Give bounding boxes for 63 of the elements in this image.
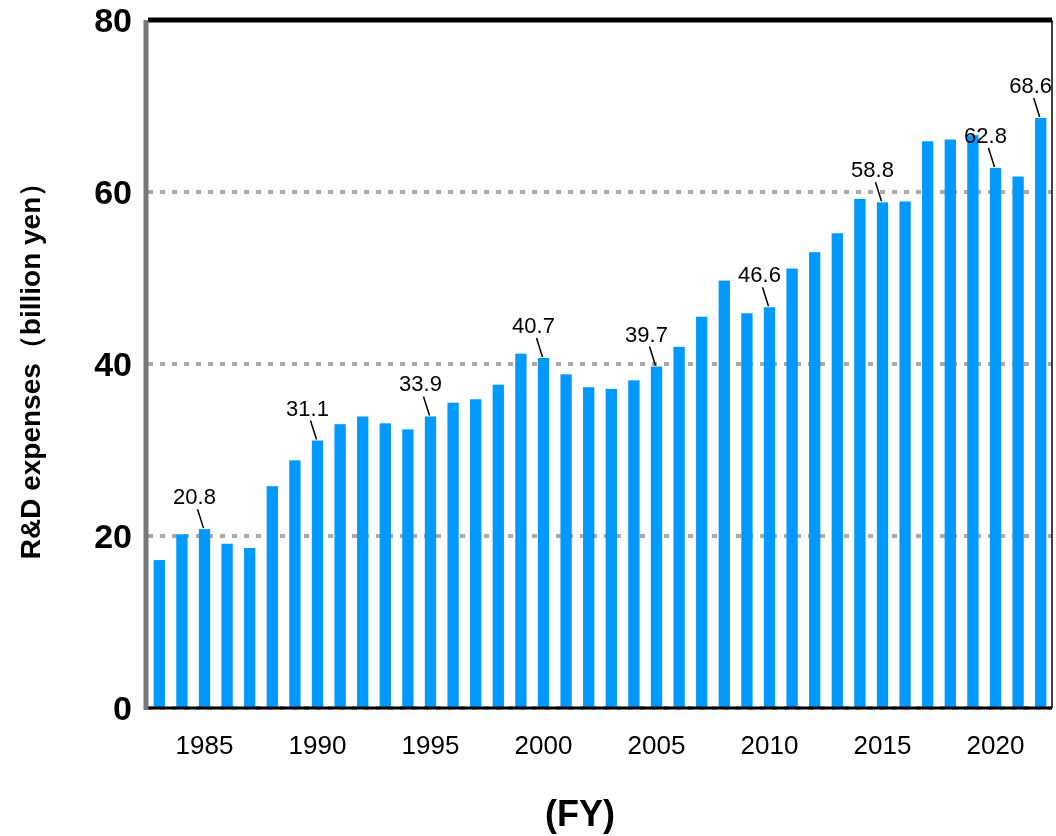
bar: [809, 252, 821, 708]
y-tick-label: 0: [113, 688, 132, 727]
bar: [628, 380, 640, 708]
bar: [583, 387, 595, 708]
bar: [289, 460, 301, 708]
bar: [447, 402, 459, 708]
data-label: 68.6: [1009, 73, 1053, 99]
bar: [989, 167, 1002, 708]
bar: [1012, 176, 1024, 708]
data-label: 33.9: [399, 371, 442, 397]
bar: [515, 353, 527, 708]
data-label: 31.1: [286, 395, 329, 421]
x-tick-label: 2020: [966, 730, 1025, 760]
bar: [424, 416, 437, 708]
bar: [176, 534, 188, 708]
bar: [696, 316, 708, 708]
y-tick-label: 60: [94, 172, 132, 211]
y-tick-label: 80: [94, 0, 132, 39]
bar: [718, 280, 730, 708]
data-label: 46.6: [738, 262, 781, 288]
bar: [402, 429, 414, 708]
bar: [899, 201, 911, 708]
bar: [221, 543, 233, 708]
y-axis-title: R&D expenses（billion yen）: [15, 168, 46, 560]
x-tick-label: 1995: [401, 730, 460, 760]
bar: [560, 374, 572, 708]
bar: [334, 424, 346, 708]
bar: [266, 486, 278, 708]
bar: [492, 384, 504, 708]
data-label: 58.8: [851, 157, 894, 183]
x-tick-label: 2000: [514, 730, 573, 760]
bar: [763, 307, 776, 708]
x-tick-label: 1985: [175, 730, 234, 760]
bar: [854, 198, 866, 708]
x-tick-label: 2010: [740, 730, 799, 760]
bar: [831, 233, 843, 708]
bar: [786, 268, 798, 708]
bar: [1035, 118, 1047, 708]
x-tick-label: 2015: [853, 730, 912, 760]
bar: [244, 548, 256, 708]
bar: [470, 399, 482, 708]
x-tick-label: 2005: [627, 730, 686, 760]
bar: [650, 366, 663, 708]
bar: [379, 423, 391, 708]
x-tick-label: 1990: [288, 730, 347, 760]
bar: [153, 560, 165, 708]
y-tick-label: 40: [94, 344, 132, 383]
bar: [741, 313, 753, 708]
data-label: 39.7: [625, 321, 668, 347]
data-label: 62.8: [964, 122, 1007, 148]
bar: [605, 388, 617, 708]
x-axis-title: (FY): [545, 793, 615, 834]
bar: [876, 202, 889, 708]
bar: [537, 357, 550, 708]
data-label: 20.8: [173, 484, 216, 510]
bar: [198, 529, 211, 708]
bar: [922, 141, 934, 708]
bar: [944, 139, 956, 708]
bar: [311, 440, 324, 708]
data-label: 40.7: [512, 312, 555, 338]
bar: [357, 416, 369, 708]
y-tick-label: 20: [94, 516, 132, 555]
bar: [673, 346, 685, 708]
